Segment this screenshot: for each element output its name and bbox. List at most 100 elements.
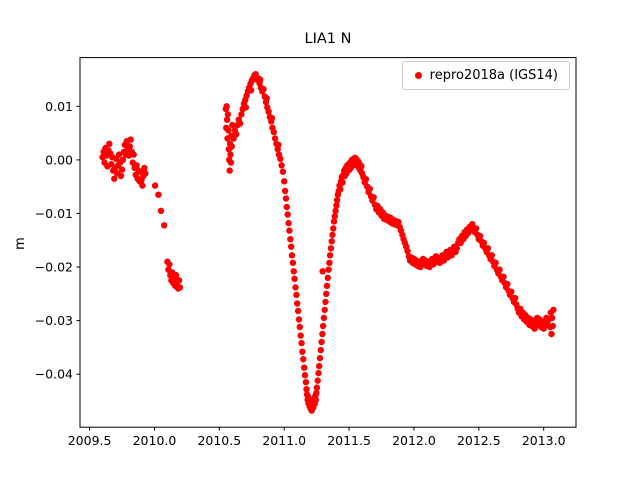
data-point [130, 151, 137, 158]
data-point [300, 356, 307, 363]
data-point [508, 288, 515, 295]
data-point [172, 271, 180, 279]
data-point [317, 346, 324, 354]
data-point [404, 247, 411, 255]
data-point [257, 76, 264, 83]
data-point [278, 162, 285, 169]
data-point [176, 284, 184, 291]
data-point [141, 164, 148, 172]
data-point [228, 143, 235, 150]
data-point [333, 196, 341, 204]
data-point [488, 252, 495, 259]
data-point [329, 231, 336, 239]
data-point [225, 127, 232, 134]
data-point [118, 166, 126, 173]
data-point [223, 103, 230, 110]
data-point [270, 128, 277, 136]
data-point [294, 307, 302, 315]
data-point [161, 222, 168, 229]
data-point [291, 275, 298, 282]
data-point [500, 273, 507, 280]
data-point [117, 172, 125, 180]
data-point [484, 245, 492, 252]
data-point [286, 227, 293, 234]
x-tick-label: 2011.0 [262, 433, 306, 448]
data-point [330, 225, 337, 232]
data-point [283, 203, 290, 211]
data-point [115, 151, 123, 158]
data-point [320, 314, 328, 322]
data-point [260, 86, 267, 93]
data-point [480, 239, 488, 247]
data-point [142, 170, 149, 177]
data-point [473, 225, 480, 232]
data-point [294, 300, 301, 307]
data-point [295, 316, 303, 323]
data-point [319, 268, 326, 275]
data-point [119, 156, 127, 164]
data-point [324, 274, 331, 281]
data-point [224, 111, 232, 118]
data-point [292, 284, 299, 291]
data-point [281, 187, 289, 195]
y-tick-label: −0.04 [35, 367, 73, 382]
data-point [548, 314, 556, 322]
data-point [288, 243, 295, 250]
x-tick-label: 2010.5 [197, 433, 241, 448]
data-point [227, 159, 235, 166]
data-point [236, 120, 244, 127]
data-point [496, 266, 503, 273]
x-tick-label: 2010.0 [133, 433, 177, 448]
data-point [312, 396, 320, 404]
y-tick-label: −0.03 [35, 313, 73, 328]
data-point [332, 207, 339, 214]
legend-label: repro2018a (IGS14) [429, 68, 558, 83]
data-point [453, 245, 460, 252]
data-point [127, 136, 134, 143]
x-tick-label: 2012.0 [392, 433, 436, 448]
y-tick-label: 0.01 [45, 99, 73, 114]
data-point [298, 339, 305, 347]
data-point [319, 330, 326, 338]
data-point [395, 218, 402, 226]
data-point [151, 182, 159, 189]
data-point [339, 179, 346, 186]
data-point [279, 168, 287, 175]
data-point [325, 266, 332, 273]
data-point [265, 108, 272, 115]
y-axis-ticks: 0.01 0.00 −0.01 −0.02 −0.03 −0.04 [35, 99, 80, 382]
legend: repro2018a (IGS14) [401, 61, 570, 90]
data-point [326, 252, 334, 259]
data-point [227, 151, 234, 158]
data-point [362, 176, 370, 183]
data-point [316, 362, 323, 370]
data-point [492, 259, 499, 266]
data-point [247, 87, 255, 94]
data-point [175, 277, 183, 284]
data-point [157, 207, 165, 214]
x-tick-label: 2009.5 [68, 433, 112, 448]
data-point [319, 322, 327, 330]
data-point [293, 291, 300, 299]
data-point [133, 162, 140, 169]
data-point [313, 389, 320, 397]
data-point [323, 282, 331, 289]
data-point [549, 322, 556, 330]
data-point [337, 186, 344, 193]
data-point [289, 259, 297, 266]
data-point [226, 167, 233, 174]
data-point [313, 384, 321, 391]
data-point [302, 379, 310, 386]
x-tick-label: 2013.0 [522, 433, 566, 448]
data-point [366, 185, 373, 192]
chart-title: LIA1 N [304, 31, 352, 47]
data-point [331, 213, 338, 220]
data-point [126, 143, 133, 150]
data-point [333, 202, 340, 209]
x-tick-label: 2012.5 [457, 433, 501, 448]
data-point [290, 268, 297, 275]
data-point [297, 332, 304, 339]
data-point [282, 195, 290, 202]
data-point [268, 114, 276, 122]
